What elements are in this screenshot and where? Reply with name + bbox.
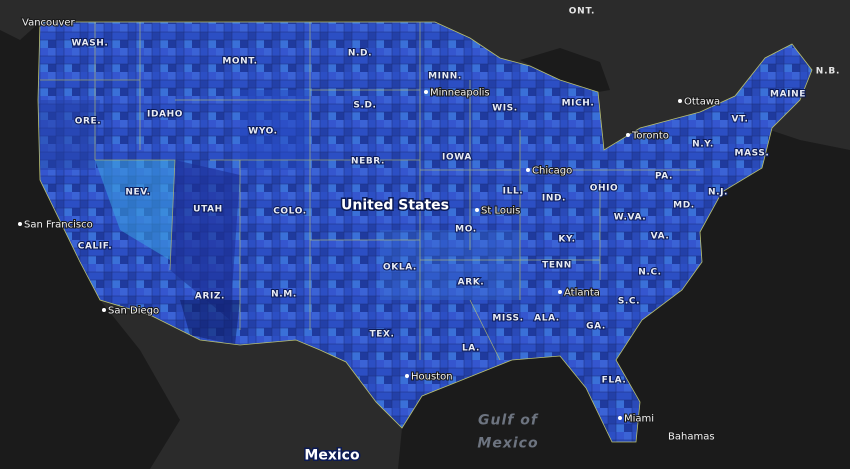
city-label: San Diego: [108, 306, 159, 317]
state-label: S.D.: [353, 101, 376, 111]
water-label: Gulf of: [478, 413, 539, 429]
country-label: Mexico: [304, 448, 360, 464]
state-label: MASS.: [735, 149, 770, 159]
city-dot: [526, 168, 530, 172]
city-dot: [424, 90, 428, 94]
country-label: ONT.: [569, 7, 596, 17]
state-label: ALA.: [534, 314, 560, 324]
state-label: MD.: [673, 201, 695, 211]
state-label: UTAH: [193, 205, 223, 215]
city-label: Chicago: [532, 166, 572, 177]
state-label: TENN: [542, 261, 572, 271]
state-label: W.VA.: [614, 213, 647, 223]
state-label: MICH.: [562, 99, 595, 109]
city-dot: [102, 308, 106, 312]
great-lakes: [520, 48, 690, 150]
canada: [0, 0, 850, 150]
state-label: ORE.: [75, 117, 102, 127]
state-label: GA.: [586, 322, 606, 332]
state-label: N.C.: [638, 268, 661, 278]
state-label: VT.: [732, 115, 749, 125]
state-label: N.J.: [708, 188, 728, 198]
city-label: Toronto: [631, 131, 669, 142]
state-label: IDAHO: [147, 110, 183, 120]
city-dot: [558, 290, 562, 294]
state-label: LA.: [462, 344, 480, 354]
state-label: WYO.: [248, 127, 277, 137]
city-label: Ottawa: [684, 97, 720, 108]
state-label: CALIF.: [78, 242, 113, 252]
state-label: WASH.: [72, 39, 109, 49]
city-label: Vancouver: [22, 18, 76, 29]
city-dot: [18, 222, 22, 226]
state-label: ILL.: [503, 187, 524, 197]
mexico-land: [100, 300, 402, 469]
us-border: [37, 21, 813, 443]
state-label: COLO.: [273, 207, 307, 217]
city-dot: [405, 374, 409, 378]
country-label: United States: [341, 198, 449, 214]
city-label: Miami: [624, 414, 654, 425]
state-label: MONT.: [222, 57, 257, 67]
state-label: MISS.: [492, 314, 523, 324]
city-dot: [475, 208, 479, 212]
state-label: IND.: [542, 194, 566, 204]
state-label: OKLA.: [383, 263, 417, 273]
state-label: MO.: [455, 225, 477, 235]
city-label: St Louis: [481, 206, 520, 217]
state-label: ARIZ.: [195, 292, 225, 302]
state-label: ARK.: [458, 278, 485, 288]
city-label: Bahamas: [668, 432, 715, 443]
state-label: NEV.: [125, 188, 150, 198]
country-label: N.B.: [816, 67, 840, 77]
city-label: Houston: [411, 372, 453, 383]
state-label: NEBR.: [351, 157, 385, 167]
state-label: N.M.: [271, 290, 297, 300]
state-label: MINN.: [428, 72, 462, 82]
water-label: Mexico: [477, 436, 538, 452]
city-label: Atlanta: [564, 288, 600, 299]
state-label: MAINE: [770, 90, 806, 100]
state-label: TEX.: [369, 330, 394, 340]
city-dot: [618, 416, 622, 420]
state-label: N.Y.: [692, 140, 714, 150]
state-label: N.D.: [348, 49, 372, 59]
state-label: OHIO: [590, 184, 619, 194]
state-label: WIS.: [492, 104, 518, 114]
city-dot: [626, 133, 630, 137]
city-label: Minneapolis: [430, 88, 490, 99]
state-label: FLA.: [602, 376, 627, 386]
city-label: San Francisco: [24, 220, 93, 231]
state-label: PA.: [655, 172, 673, 182]
state-label: VA.: [651, 232, 670, 242]
city-dot: [678, 99, 682, 103]
state-label: S.C.: [618, 297, 640, 307]
labels: ONT. N.B. United States Mexico Gulf of Mexico…: [18, 7, 840, 465]
state-label: KY.: [558, 235, 575, 245]
state-label: IOWA: [442, 153, 472, 163]
